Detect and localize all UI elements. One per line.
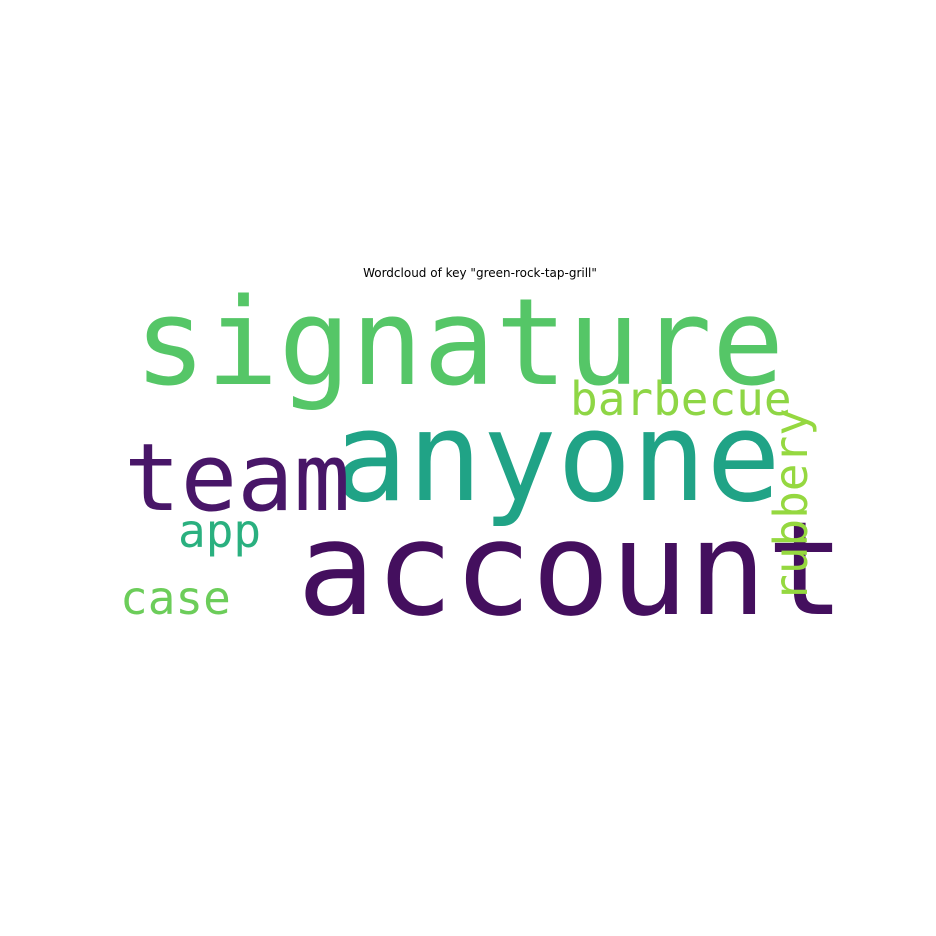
word-signature: signature xyxy=(134,274,785,413)
word-team: team xyxy=(124,424,351,533)
word-case: case xyxy=(120,571,231,625)
word-app: app xyxy=(178,504,262,558)
word-barbecue: barbecue xyxy=(570,372,792,426)
word-anyone: anyone xyxy=(333,386,781,530)
word-account: account xyxy=(297,493,845,645)
word-rubbery: rubbery xyxy=(764,408,818,602)
word-cloud: signature anyone account team barbecue r… xyxy=(120,274,845,635)
page-title: Wordcloud of key "green-rock-tap-grill" xyxy=(363,266,597,280)
